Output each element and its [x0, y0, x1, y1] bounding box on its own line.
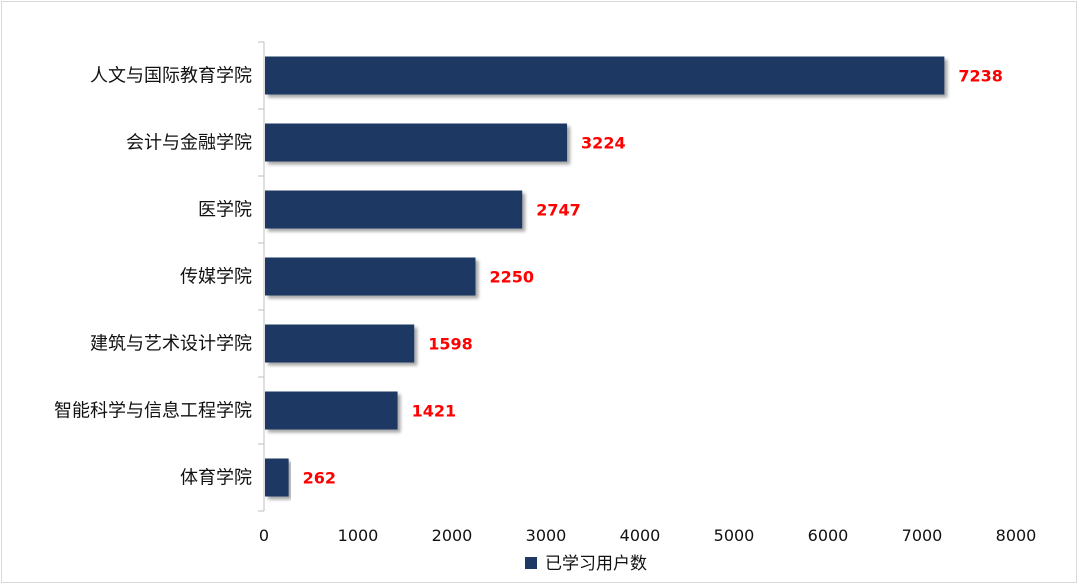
value-label: 7238 [958, 67, 1003, 86]
category-label: 传媒学院 [180, 267, 252, 288]
x-tick-label: 3000 [526, 526, 567, 545]
value-labels: 7238 3224 2747 2250 1598 1421 262 [303, 67, 1003, 488]
category-labels: 人文与国际教育学院会计与金融学院医学院传媒学院建筑与艺术设计学院智能科学与信息工… [54, 66, 252, 489]
axes [258, 41, 265, 512]
bar [265, 56, 945, 95]
bar [265, 123, 568, 162]
legend-label: 已学习用户数 [545, 554, 647, 574]
category-label: 医学院 [198, 200, 252, 221]
x-tick-label: 1000 [338, 526, 379, 545]
category-label: 体育学院 [180, 468, 252, 489]
x-tick-label: 7000 [902, 526, 943, 545]
value-label: 1421 [412, 402, 457, 421]
category-label: 智能科学与信息工程学院 [54, 401, 252, 422]
x-tick-label: 2000 [432, 526, 473, 545]
x-tick-label: 5000 [714, 526, 755, 545]
bars [265, 56, 945, 497]
bar [265, 190, 523, 229]
x-tick-label: 8000 [996, 526, 1037, 545]
x-tick-label: 6000 [808, 526, 849, 545]
category-label: 人文与国际教育学院 [90, 66, 252, 87]
legend-swatch [525, 557, 537, 569]
value-label: 3224 [581, 134, 626, 153]
value-label: 262 [303, 469, 336, 488]
x-tick-label: 4000 [620, 526, 661, 545]
x-tick-labels: 0 1000 2000 3000 4000 5000 6000 7000 8000 [259, 526, 1036, 545]
bar [265, 324, 415, 363]
category-label: 会计与金融学院 [126, 133, 252, 154]
legend: 已学习用户数 [525, 554, 647, 574]
value-label: 2747 [536, 201, 581, 220]
value-label: 1598 [428, 335, 473, 354]
x-tick-label: 0 [259, 526, 269, 545]
bar [265, 257, 476, 296]
category-label: 建筑与艺术设计学院 [90, 334, 252, 355]
value-label: 2250 [490, 268, 535, 287]
bar [265, 391, 398, 430]
bar [265, 458, 289, 497]
